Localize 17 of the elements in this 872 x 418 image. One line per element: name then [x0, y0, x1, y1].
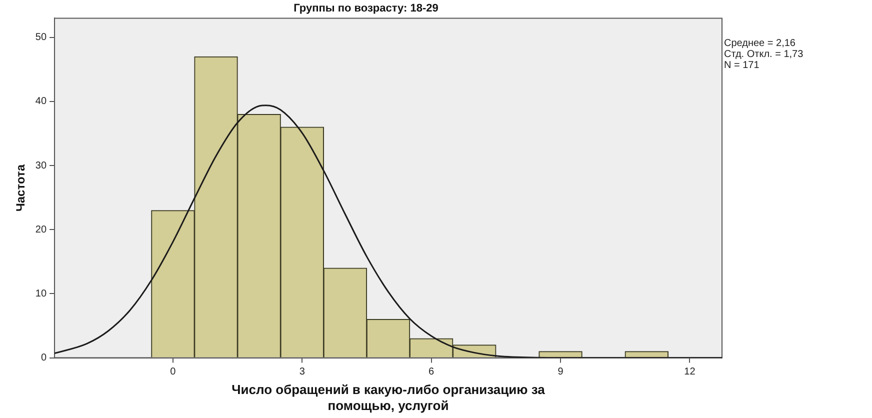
x-tick-label: 3: [299, 366, 306, 378]
text: Стд. Откл. = 1,73: [724, 49, 804, 60]
x-tick-label: 6: [428, 366, 435, 378]
x-tick-label: 9: [558, 366, 564, 378]
y-tick-label: 20: [35, 224, 47, 236]
y-axis-title: Частота: [14, 164, 28, 212]
y-tick-label: 0: [40, 352, 47, 364]
text: Среднее = 2,16: [724, 38, 796, 49]
x-tick-label: 0: [170, 366, 176, 378]
y-tick-label: 40: [35, 96, 47, 108]
y-tick-label: 30: [35, 160, 47, 172]
text: N = 171: [724, 60, 760, 71]
x-axis-title: Число обращений в какую-либо организацию за помощью, услугой: [232, 382, 546, 413]
y-tick-label: 10: [35, 288, 47, 300]
y-tick-label: 50: [35, 32, 47, 44]
chart-title: Группы по возрасту: 18-29: [294, 2, 438, 15]
x-tick-label: 12: [684, 366, 696, 378]
